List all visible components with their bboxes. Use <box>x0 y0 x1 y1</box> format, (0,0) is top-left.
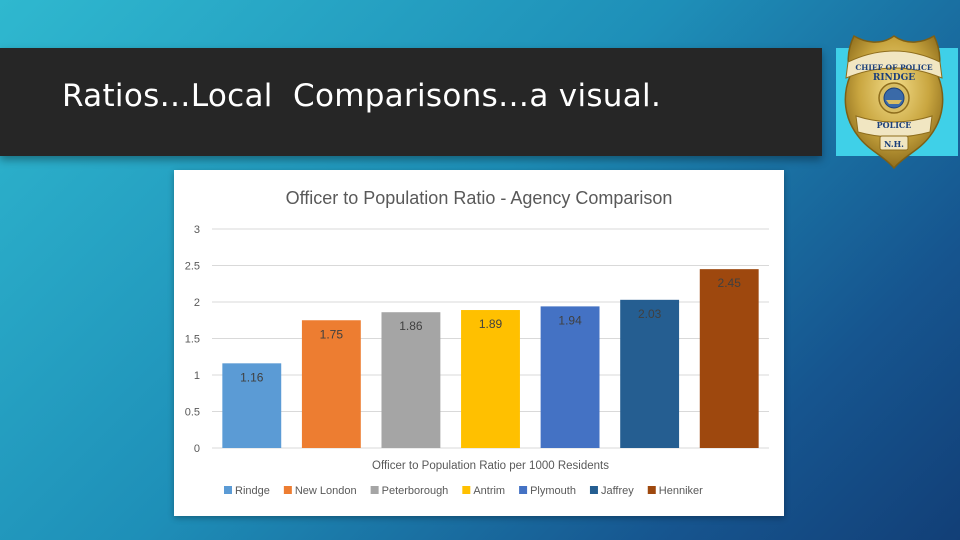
data-label: 1.94 <box>558 313 582 327</box>
legend-entry: Antrim <box>473 485 505 497</box>
legend-entry: Rindge <box>235 485 270 497</box>
legend-swatch <box>519 486 528 494</box>
legend-entry: Henniker <box>659 485 703 497</box>
data-label: 1.89 <box>479 317 503 331</box>
badge-text-mid: POLICE <box>877 120 912 130</box>
data-label: 2.45 <box>718 276 742 290</box>
chart-title: Officer to Population Ratio - Agency Com… <box>286 188 673 208</box>
bar-rindge <box>222 363 282 448</box>
y-tick-label: 1.5 <box>185 334 200 346</box>
title-bar <box>0 48 822 156</box>
data-label: 2.03 <box>638 307 662 321</box>
data-label: 1.86 <box>399 319 423 333</box>
bar-antrim <box>461 310 520 448</box>
legend-swatch <box>589 486 598 494</box>
legend-swatch <box>462 486 471 494</box>
data-label: 1.75 <box>320 327 344 341</box>
badge-text-town: RINDGE <box>873 73 915 83</box>
y-tick-label: 1 <box>194 370 200 382</box>
police-badge-logo: CHIEF OF POLICE RINDGE POLICE N.H. <box>844 34 944 170</box>
legend-entry: New London <box>295 485 357 497</box>
bar-peterborough <box>381 312 441 448</box>
legend-swatch <box>647 486 656 494</box>
bar-chart: Officer to Population Ratio - Agency Com… <box>185 188 769 497</box>
y-tick-label: 0 <box>194 443 200 455</box>
badge-text-top: CHIEF OF POLICE <box>855 63 933 72</box>
chart-panel: Officer to Population Ratio - Agency Com… <box>174 170 784 516</box>
legend-swatch <box>370 486 379 494</box>
legend-entry: Plymouth <box>530 485 576 497</box>
bar-jaffrey <box>620 299 680 448</box>
bar-new-london <box>301 320 361 448</box>
bar-plymouth <box>540 306 600 448</box>
badge-text-state: N.H. <box>884 139 904 149</box>
bar-henniker <box>699 269 759 448</box>
legend-swatch <box>224 486 232 494</box>
y-tick-label: 2.5 <box>185 261 200 273</box>
y-tick-label: 2 <box>194 297 200 309</box>
data-label: 1.16 <box>240 370 264 384</box>
slide-title: Ratios…Local Comparisons…a visual. <box>62 78 662 114</box>
legend-entry: Peterborough <box>382 485 449 497</box>
y-tick-label: 3 <box>194 224 200 236</box>
legend-swatch <box>283 486 292 494</box>
legend-entry: Jaffrey <box>601 485 634 497</box>
y-tick-label: 0.5 <box>185 407 200 419</box>
x-axis-label: Officer to Population Ratio per 1000 Res… <box>372 460 609 472</box>
